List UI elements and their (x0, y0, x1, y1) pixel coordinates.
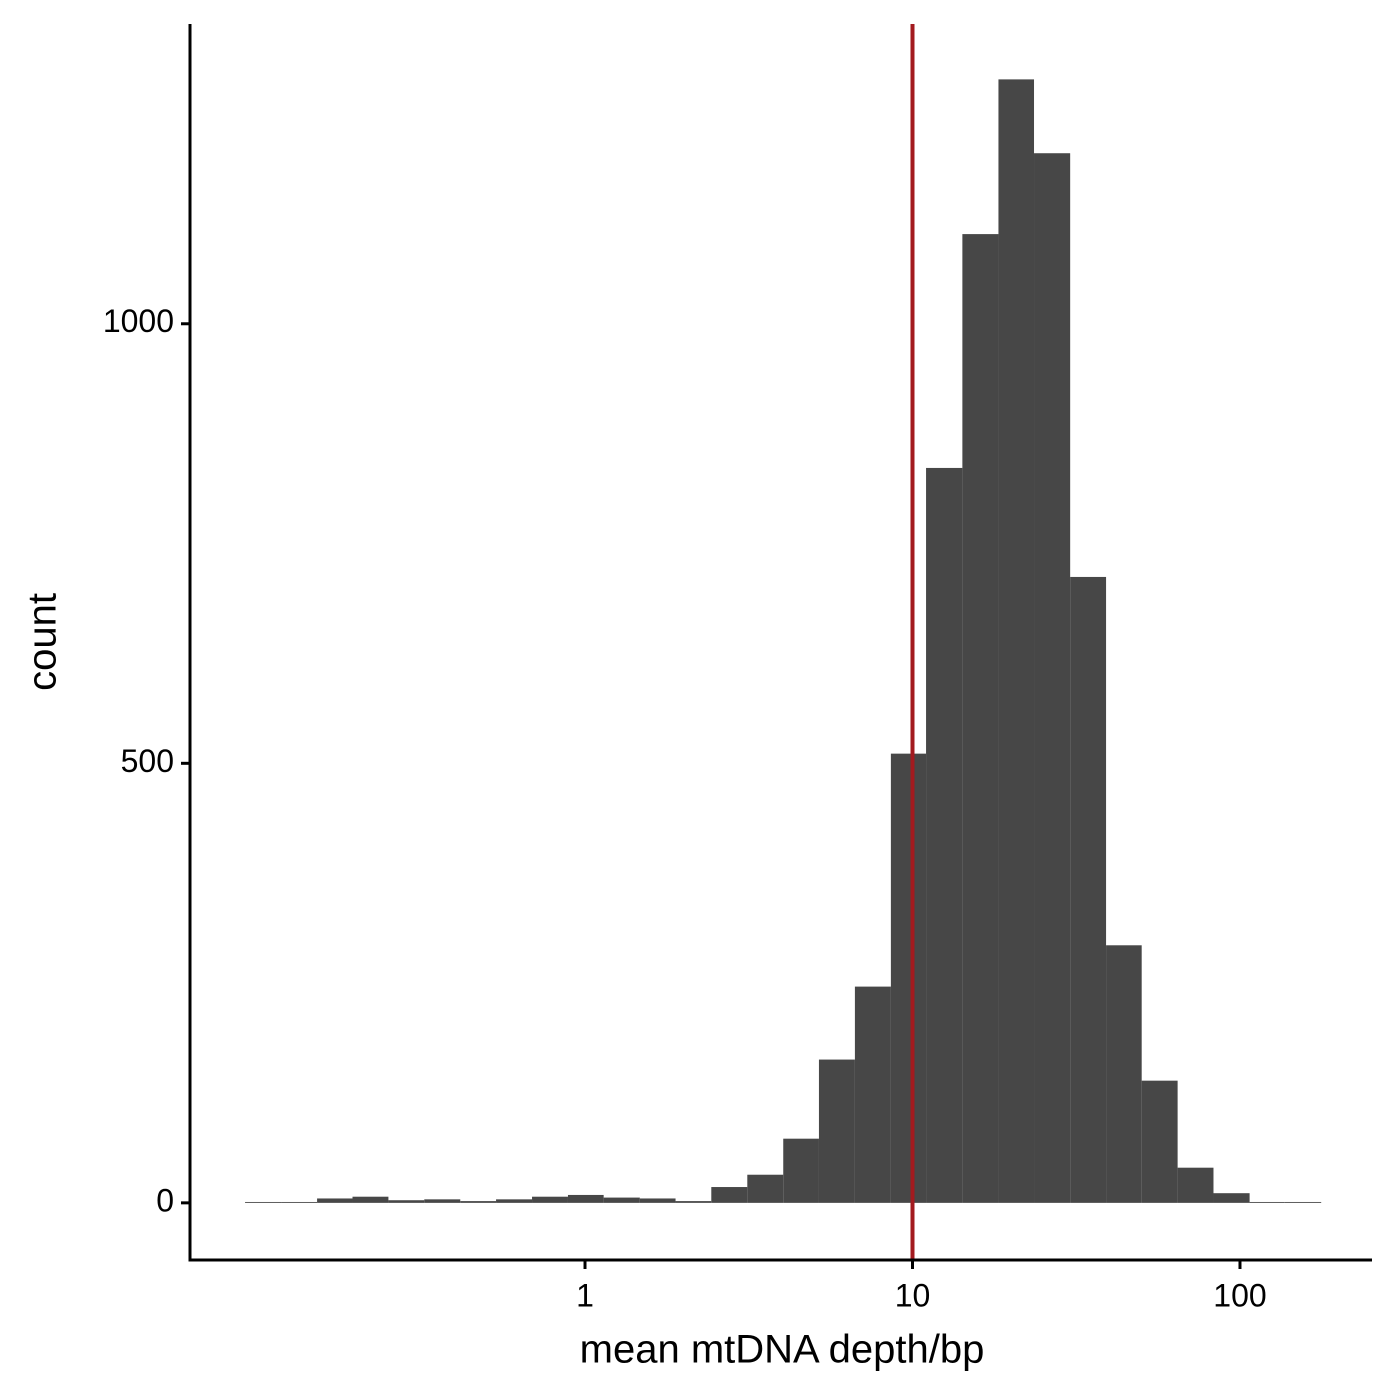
y-tick-label: 500 (121, 743, 174, 779)
bar (998, 79, 1035, 1203)
bar (926, 467, 963, 1203)
bar (1284, 1201, 1322, 1203)
bar (890, 753, 927, 1203)
bar (747, 1174, 784, 1203)
bar (639, 1198, 676, 1203)
bar (496, 1199, 533, 1203)
y-tick-label: 1000 (103, 303, 174, 339)
bar (352, 1196, 389, 1203)
bar (1213, 1193, 1250, 1203)
bar (532, 1196, 568, 1203)
bar (1141, 1080, 1178, 1203)
bar (1034, 153, 1071, 1203)
bar (675, 1201, 712, 1203)
bar (962, 234, 999, 1203)
x-axis-label: mean mtDNA depth/bp (580, 1328, 985, 1372)
bar (281, 1201, 318, 1203)
bar (1177, 1167, 1214, 1203)
bar (1106, 945, 1142, 1203)
bar (603, 1197, 640, 1203)
x-tick-label: 10 (895, 1277, 931, 1313)
x-tick-label: 100 (1213, 1277, 1266, 1313)
y-axis-label: count (21, 593, 65, 691)
y-tick-label: 0 (156, 1182, 174, 1218)
x-tick-label: 1 (576, 1277, 594, 1313)
bar (783, 1138, 819, 1203)
bar (818, 1059, 855, 1203)
bar (388, 1200, 425, 1203)
bar (567, 1194, 604, 1203)
bar (424, 1199, 461, 1203)
bar (711, 1187, 748, 1203)
bar (854, 986, 891, 1203)
bar (1249, 1201, 1285, 1203)
bar (245, 1201, 282, 1203)
bar (317, 1198, 353, 1203)
bar (460, 1201, 497, 1203)
bar (1070, 576, 1107, 1203)
